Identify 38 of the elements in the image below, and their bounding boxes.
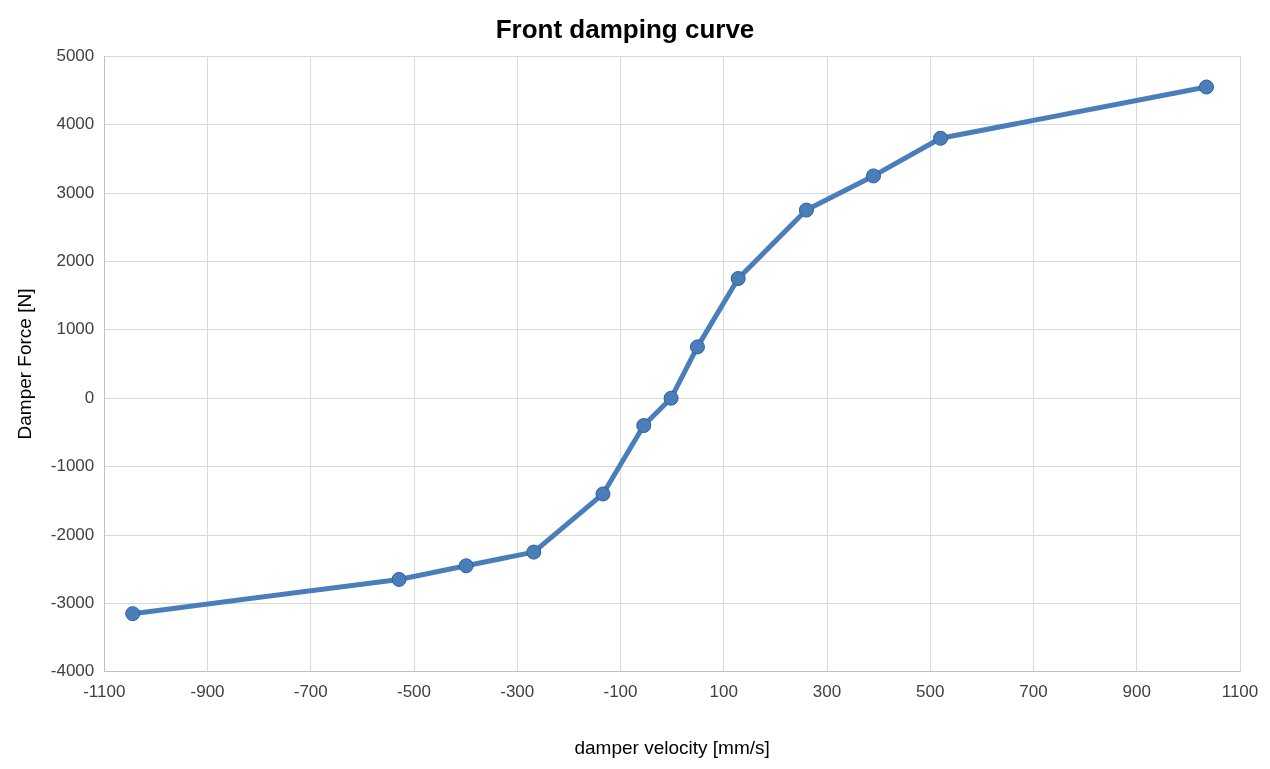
point [458,558,474,574]
point [865,168,881,184]
x-tick-label: -500 [397,681,432,701]
y-tick-label: -2000 [50,524,95,544]
y-tick-label: 1000 [56,319,95,339]
x-tick-label: -700 [293,681,328,701]
y-tick-label: 2000 [56,251,95,271]
point [526,544,542,560]
x-tick-label: 700 [1019,681,1048,701]
x-tick-label: -900 [190,681,225,701]
x-axis-title: damper velocity [mm/s] [574,736,770,758]
x-tick-label: 1100 [1221,681,1259,701]
x-tick-label: 100 [709,681,738,701]
y-tick-label: -1000 [50,456,95,476]
point [730,271,746,286]
x-tick-label: -100 [603,681,638,701]
y-tick-label: 5000 [56,45,95,65]
point [933,130,949,146]
point [1198,79,1214,95]
chart-title: Front damping curve [495,13,755,44]
point [798,202,814,218]
x-tick-label: 500 [916,681,945,701]
y-axis-title: Damper Force [N] [13,288,35,440]
y-tick-label: 3000 [56,182,95,202]
point [595,486,611,502]
point [663,390,679,406]
point [689,339,705,355]
point [125,606,141,622]
x-tick-label: -1100 [83,681,126,701]
y-tick-label: 0 [84,387,95,407]
x-tick-label: 900 [1122,681,1151,701]
y-tick-label: -4000 [50,661,95,681]
x-tick-label: -300 [500,681,535,701]
point [636,418,652,434]
x-tick-label: 300 [812,681,842,701]
point [391,571,407,587]
y-tick-label: 4000 [56,114,95,134]
y-tick-label: -3000 [50,593,95,613]
